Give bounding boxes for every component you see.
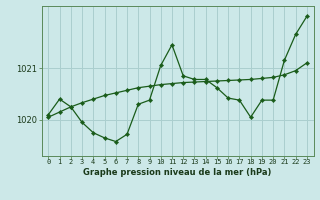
X-axis label: Graphe pression niveau de la mer (hPa): Graphe pression niveau de la mer (hPa) [84,168,272,177]
